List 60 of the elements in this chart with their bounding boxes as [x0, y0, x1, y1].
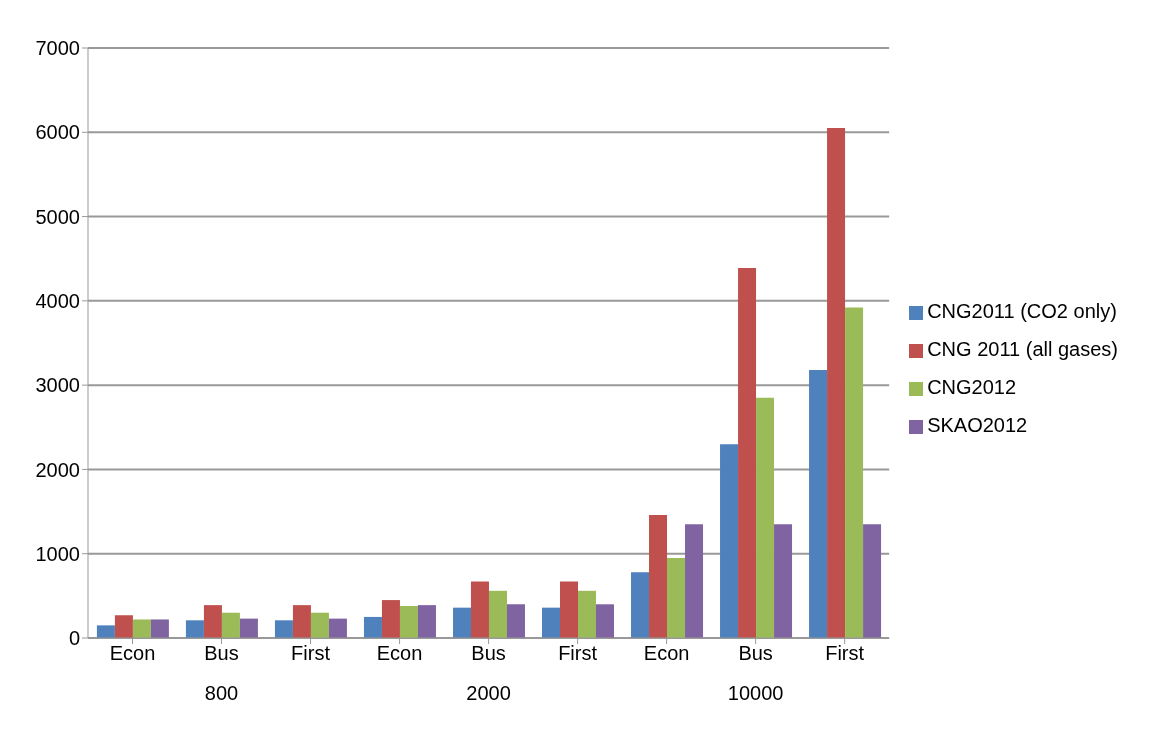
bar — [96, 625, 115, 638]
bar — [560, 581, 578, 638]
x-tick-label: First — [291, 642, 331, 665]
bar — [292, 605, 311, 638]
bar — [399, 605, 418, 638]
bar — [667, 557, 686, 638]
bar — [596, 604, 614, 638]
bar — [310, 612, 329, 638]
bar — [506, 604, 525, 638]
legend-label: CNG2011 (CO2 only) — [927, 300, 1117, 322]
y-tick-label: 4000 — [35, 289, 80, 312]
bar — [470, 581, 489, 638]
y-tick-label: 5000 — [35, 205, 80, 228]
text: 800 — [204, 682, 239, 705]
y-tick-label: 3000 — [35, 374, 80, 397]
x-tick-label: Bus — [471, 642, 506, 665]
bar — [132, 619, 151, 638]
x-tick-label: First — [825, 642, 865, 665]
text: 2000 — [466, 682, 511, 705]
bar — [114, 615, 133, 638]
x-tick-label: Econ — [109, 642, 156, 665]
bar — [845, 307, 864, 638]
bar — [221, 612, 240, 638]
bar — [328, 618, 347, 638]
x-tick-label: Bus — [204, 642, 239, 665]
bar — [185, 620, 204, 638]
bar — [631, 572, 650, 638]
bar — [827, 128, 846, 638]
legend-label: CNG 2011 (all gases) — [927, 338, 1118, 360]
bar — [239, 618, 258, 638]
x-tick-label: Econ — [376, 642, 423, 665]
bar — [774, 524, 793, 638]
x-tick-label: Econ — [643, 642, 690, 665]
bar — [685, 524, 704, 638]
y-tick-label: 0 — [68, 627, 80, 650]
bar — [720, 444, 739, 638]
y-tick-label: 1000 — [35, 542, 80, 565]
bar — [649, 514, 668, 638]
bar — [274, 620, 293, 638]
bar — [488, 590, 507, 638]
y-tick-label: 6000 — [35, 121, 80, 144]
bar — [150, 619, 169, 638]
x-tick-label: First — [558, 642, 598, 665]
bar — [381, 600, 400, 638]
bar — [756, 397, 775, 638]
legend-label: SKAO2012 — [927, 414, 1028, 436]
bar — [452, 607, 471, 638]
text: 10000 — [727, 682, 784, 705]
legend-label: CNG2012 — [927, 376, 1017, 398]
bar — [738, 267, 757, 638]
y-tick-label: 2000 — [35, 458, 80, 481]
bar — [809, 369, 828, 638]
bar — [363, 616, 382, 638]
x-tick-label: Bus — [738, 642, 773, 665]
bar — [542, 607, 560, 638]
y-tick-label: 7000 — [35, 37, 80, 60]
bar — [203, 605, 222, 638]
bar — [578, 590, 596, 638]
bar — [863, 524, 882, 638]
bar — [417, 605, 436, 638]
